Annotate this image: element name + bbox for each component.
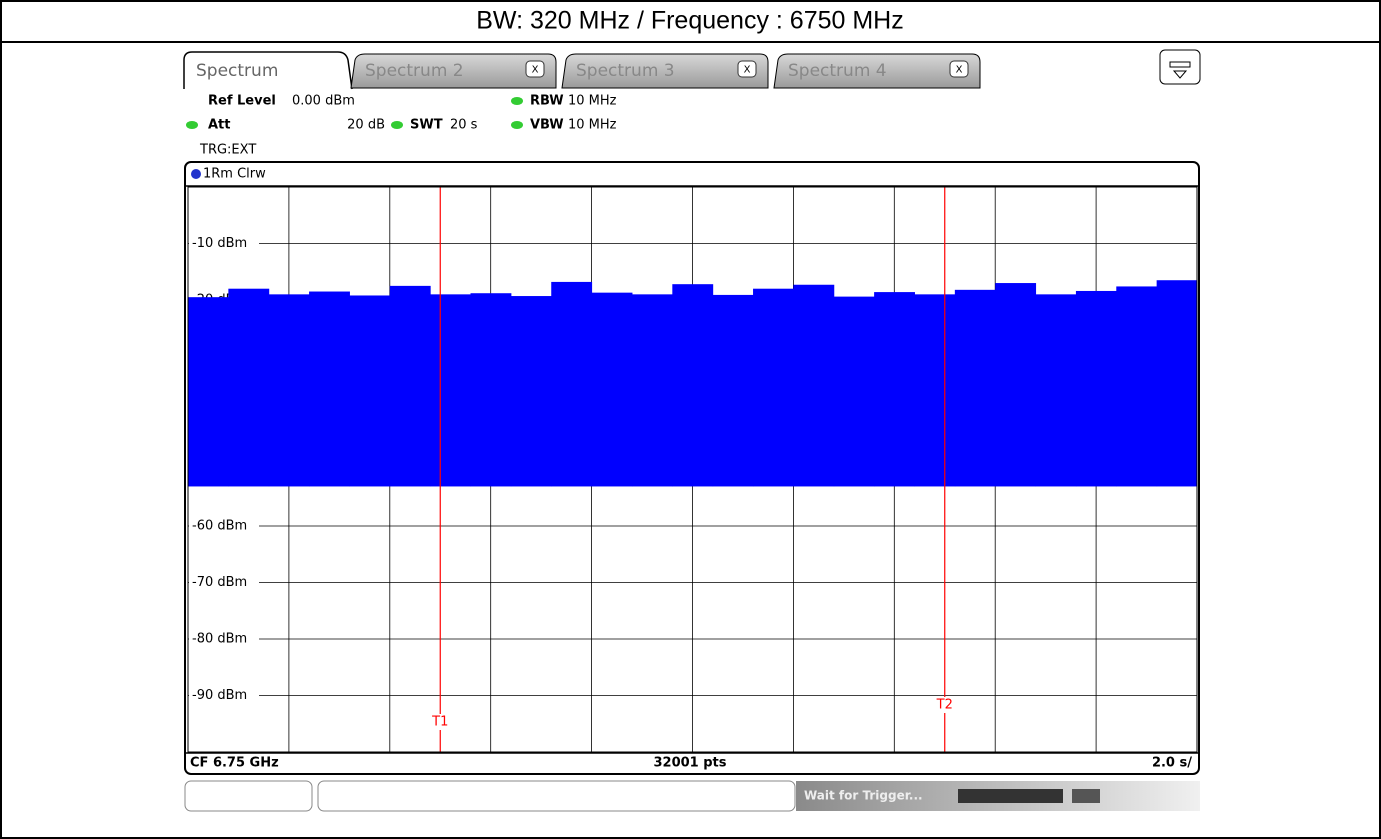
trigger: TRG:EXT <box>199 143 256 158</box>
trace-segment <box>1156 280 1198 487</box>
y-tick-bg <box>189 687 259 704</box>
led <box>511 97 523 105</box>
trace-segment <box>591 292 633 487</box>
trace-segment <box>631 294 673 487</box>
tab-label[interactable]: Spectrum 4 <box>788 61 887 81</box>
trace-segment <box>188 297 229 487</box>
tab-label[interactable]: Spectrum 3 <box>576 61 675 81</box>
progress <box>958 789 1063 803</box>
tab-close-label[interactable]: X <box>744 65 751 76</box>
center-frequency: CF 6.75 GHz <box>190 756 279 771</box>
trace-segment <box>389 285 431 487</box>
led <box>391 121 403 129</box>
trace-segment <box>470 293 512 487</box>
trace-segment <box>672 284 714 487</box>
menu-icon <box>1169 61 1191 79</box>
tab-close[interactable] <box>737 60 757 78</box>
rbw-label: RBW <box>530 94 564 109</box>
trace-segment <box>995 283 1037 487</box>
tab-close-label[interactable]: X <box>956 65 963 76</box>
trace-segment <box>753 288 794 487</box>
trace-segment <box>430 294 472 487</box>
att: 20 dB <box>347 118 385 133</box>
y-tick-bg <box>189 235 259 252</box>
trace-segment <box>1075 290 1117 487</box>
trace-segment <box>551 281 593 487</box>
tab-label[interactable]: Spectrum <box>196 61 278 81</box>
led <box>186 121 198 129</box>
vbw-label: VBW <box>530 118 564 133</box>
swt: 20 s <box>450 118 478 133</box>
trace-led <box>191 169 201 179</box>
trace-segment <box>793 284 835 487</box>
swt-label: SWT <box>410 118 443 133</box>
trace-segment <box>1035 294 1077 487</box>
rbw: 10 MHz <box>568 94 617 109</box>
trace-segment <box>712 294 754 487</box>
trace-segment <box>349 295 391 487</box>
ref-level: 0.00 dBm <box>292 94 355 109</box>
y-tick-bg <box>189 631 259 647</box>
ref-level-label: Ref Level <box>208 94 276 109</box>
vbw: 10 MHz <box>568 118 617 133</box>
tab[interactable] <box>773 53 981 89</box>
tab-active[interactable] <box>183 51 353 90</box>
tab[interactable] <box>561 53 769 89</box>
marker-label: T1 <box>431 715 448 730</box>
att-label: Att <box>208 118 231 133</box>
progress-icon <box>1072 789 1100 803</box>
y-tick-label: -60 dBm <box>192 519 247 534</box>
status-box[interactable] <box>317 780 796 812</box>
trace-segment <box>874 292 915 487</box>
trace-segment <box>510 296 552 487</box>
marker-label-bg <box>430 714 451 730</box>
marker-label-bg <box>934 697 955 713</box>
trace-segment <box>309 291 350 487</box>
title: BW: 320 MHz / Frequency : 6750 MHz <box>476 7 903 35</box>
trace-segment <box>1116 286 1158 487</box>
tab-close-label[interactable]: X <box>532 65 539 76</box>
trace-segment <box>914 294 956 487</box>
sweep: 2.0 s/ <box>1152 756 1192 771</box>
marker-label: T2 <box>936 698 953 713</box>
grid-border <box>187 186 1198 753</box>
led <box>511 121 523 129</box>
trace-segment <box>833 296 875 487</box>
status-box[interactable] <box>184 780 313 812</box>
tab-label[interactable]: Spectrum 2 <box>365 61 464 81</box>
y-tick-bg <box>189 574 259 591</box>
status-text: Wait for Trigger... <box>804 789 923 803</box>
tab-close[interactable] <box>525 60 545 78</box>
y-tick-label: -80 dBm <box>192 632 247 647</box>
trace-segment <box>268 294 310 487</box>
points: 32001 pts <box>653 756 726 771</box>
trace-label: 1Rm Clrw <box>203 167 266 182</box>
y-tick-label: -10 dBm <box>192 236 247 251</box>
tab-close[interactable] <box>949 60 969 78</box>
trace-segment <box>954 289 996 487</box>
y-tick-label: -70 dBm <box>192 575 247 590</box>
y-tick-bg <box>189 518 259 534</box>
tab[interactable] <box>350 53 557 89</box>
y-tick-label: -90 dBm <box>192 688 247 703</box>
trace-segment <box>228 288 270 487</box>
